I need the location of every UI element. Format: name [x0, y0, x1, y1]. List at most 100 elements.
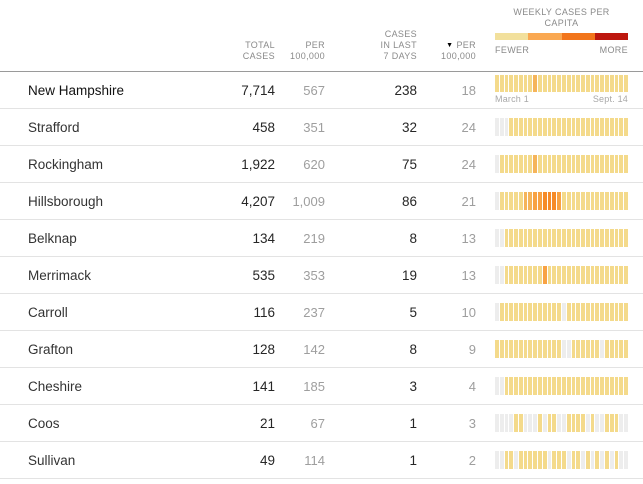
week-bar: [518, 451, 523, 469]
week-bar: [571, 266, 576, 284]
week-bar: [609, 377, 614, 395]
week-bar: [590, 192, 595, 210]
week-bar: [538, 155, 542, 173]
week-bar: [523, 118, 528, 136]
total-cases-value: 128: [252, 341, 275, 357]
week-bar: [566, 451, 571, 469]
week-bar: [595, 155, 600, 173]
cases-last-7-days-value: 32: [401, 119, 417, 135]
week-bar: [624, 414, 628, 432]
week-bar: [581, 414, 585, 432]
week-bar: [619, 155, 624, 173]
week-bar: [528, 451, 533, 469]
week-bar: [595, 192, 600, 210]
table-header: TOTAL CASES PER 100,000 CASES IN LAST 7 …: [0, 0, 643, 72]
week-bar: [581, 75, 585, 92]
week-bar: [533, 451, 538, 469]
week-bar: [571, 377, 576, 395]
week-bar: [590, 75, 595, 92]
week-bar: [552, 192, 557, 210]
per-100k-7-days-value: 24: [461, 119, 476, 135]
week-bar: [495, 340, 499, 358]
week-bar: [585, 155, 590, 173]
week-bar: [595, 118, 600, 136]
week-bar: [581, 155, 585, 173]
table-row: Carroll 116 237 5 10: [0, 294, 643, 331]
week-bar: [585, 229, 590, 247]
week-bar: [495, 155, 499, 173]
week-bar: [604, 266, 609, 284]
week-bar: [581, 229, 585, 247]
week-bar: [595, 229, 600, 247]
total-cases-value: 7,714: [241, 82, 275, 98]
week-bar: [609, 451, 614, 469]
sort-descending-icon: ▼: [446, 42, 454, 49]
week-bar: [504, 414, 509, 432]
week-bar: [514, 451, 518, 469]
weekly-cases-strip: [476, 220, 632, 256]
per-100k-value: 219: [303, 230, 325, 246]
week-bar: [514, 75, 518, 92]
week-bar: [499, 414, 504, 432]
table-row: Strafford 458 351 32 24: [0, 109, 643, 146]
week-bar: [552, 451, 557, 469]
county-name: Coos: [28, 415, 60, 431]
heatmap-strip: [495, 229, 628, 247]
week-bar: [624, 229, 628, 247]
week-bar: [542, 303, 547, 321]
week-bar: [547, 266, 552, 284]
week-bar: [528, 377, 533, 395]
week-bar: [624, 75, 628, 92]
column-header-per-100k[interactable]: PER 100,000: [290, 40, 325, 61]
week-bar: [600, 118, 604, 136]
week-bar: [604, 155, 609, 173]
cases-last-7-days-value: 86: [401, 193, 417, 209]
week-bar: [495, 266, 499, 284]
table-body: New Hampshire 7,714 567 238 18 March 1 Sept. 1…: [0, 72, 643, 479]
week-bar: [614, 303, 619, 321]
week-bar: [514, 303, 518, 321]
week-bar: [533, 192, 538, 210]
week-bar: [614, 192, 619, 210]
week-bar: [528, 414, 533, 432]
per-100k-value: 114: [304, 452, 325, 468]
week-bar: [604, 451, 609, 469]
week-bar: [571, 340, 576, 358]
county-name: Rockingham: [28, 156, 104, 172]
week-bar: [552, 266, 557, 284]
table-row: Rockingham 1,922 620 75 24: [0, 146, 643, 183]
week-bar: [581, 377, 585, 395]
column-header-total-cases[interactable]: TOTAL CASES: [242, 40, 275, 61]
week-bar: [585, 451, 590, 469]
week-bar: [509, 303, 514, 321]
week-bar: [600, 155, 604, 173]
table-row: Sullivan 49 114 1 2: [0, 442, 643, 479]
week-bar: [571, 118, 576, 136]
week-bar: [557, 75, 561, 92]
per-100k-7-days-value: 18: [461, 82, 476, 98]
week-bar: [614, 155, 619, 173]
column-header-per-100k-7-days[interactable]: ▼ PER 100,000: [441, 40, 476, 61]
week-bar: [547, 303, 552, 321]
week-bar: [528, 340, 533, 358]
week-bar: [600, 303, 604, 321]
legend-gradient-segment: [594, 33, 628, 40]
week-bar: [547, 451, 552, 469]
week-bar: [542, 414, 547, 432]
week-bar: [504, 377, 509, 395]
week-bar: [523, 192, 528, 210]
week-bar: [581, 303, 585, 321]
week-bar: [585, 118, 590, 136]
week-bar: [533, 303, 538, 321]
legend-fewer-label: FEWER: [495, 45, 530, 55]
week-bar: [499, 192, 504, 210]
column-header-cases-last-7-days[interactable]: CASES IN LAST 7 DAYS: [380, 29, 417, 61]
week-bar: [533, 340, 538, 358]
week-bar: [619, 303, 624, 321]
week-bar: [499, 451, 504, 469]
week-bar: [600, 75, 604, 92]
week-bar: [523, 303, 528, 321]
week-bar: [571, 229, 576, 247]
week-bar: [523, 340, 528, 358]
per-100k-value: 351: [303, 119, 325, 135]
